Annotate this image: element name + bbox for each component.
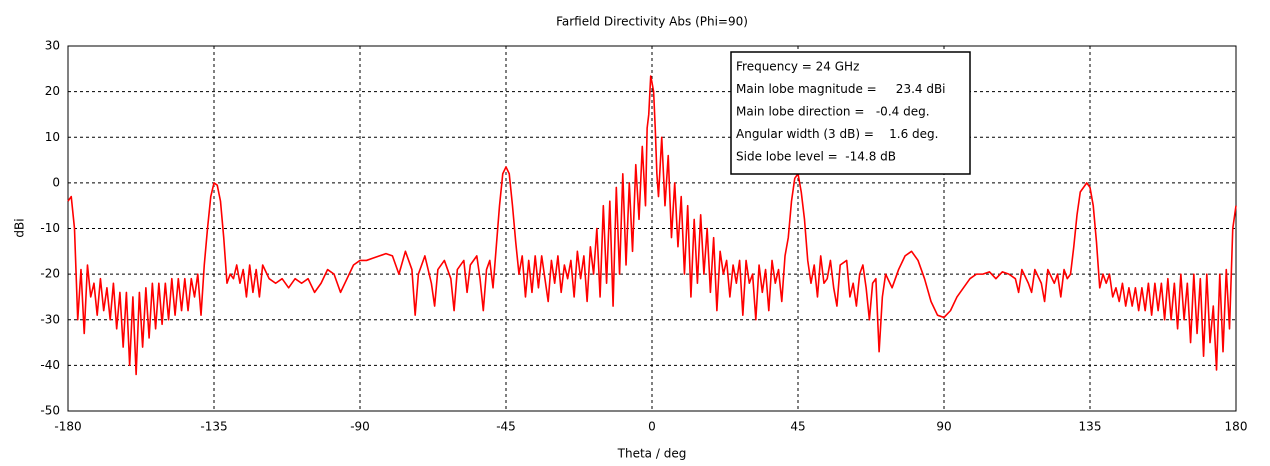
x-tick-label: 135 [1079, 420, 1102, 434]
y-tick-label: -10 [40, 221, 60, 235]
annotation-text: Angular width (3 dB) = 1.6 deg. [736, 127, 938, 141]
x-tick-label: -45 [496, 420, 516, 434]
x-tick-label: -90 [350, 420, 370, 434]
y-tick-label: 30 [45, 39, 60, 53]
y-tick-label: 20 [45, 84, 60, 98]
x-tick-label: 45 [790, 420, 805, 434]
annotation-text: Frequency = 24 GHz [736, 60, 859, 74]
x-tick-label: 90 [936, 420, 951, 434]
x-tick-label: -180 [54, 420, 81, 434]
chart-title: Farfield Directivity Abs (Phi=90) [556, 15, 748, 29]
annotation-box [730, 51, 971, 175]
x-tick-label: 180 [1225, 420, 1248, 434]
x-tick-label: -135 [200, 420, 227, 434]
x-tick-label: 0 [648, 420, 656, 434]
y-tick-label: 0 [52, 175, 60, 189]
y-tick-label: 10 [45, 130, 60, 144]
plot-frame [67, 45, 1237, 412]
annotation-text: Main lobe direction = -0.4 deg. [736, 105, 930, 119]
y-tick-label: -40 [40, 358, 60, 372]
y-axis-label: dBi [13, 218, 27, 237]
data-line [67, 75, 1237, 376]
x-axis-label: Theta / deg [617, 447, 687, 461]
annotation-text: Side lobe level = -14.8 dB [736, 150, 896, 164]
y-tick-label: -30 [40, 312, 60, 326]
y-tick-label: -20 [40, 267, 60, 281]
y-tick-label: -50 [40, 404, 60, 418]
annotation-text: Main lobe magnitude = 23.4 dBi [736, 82, 946, 96]
